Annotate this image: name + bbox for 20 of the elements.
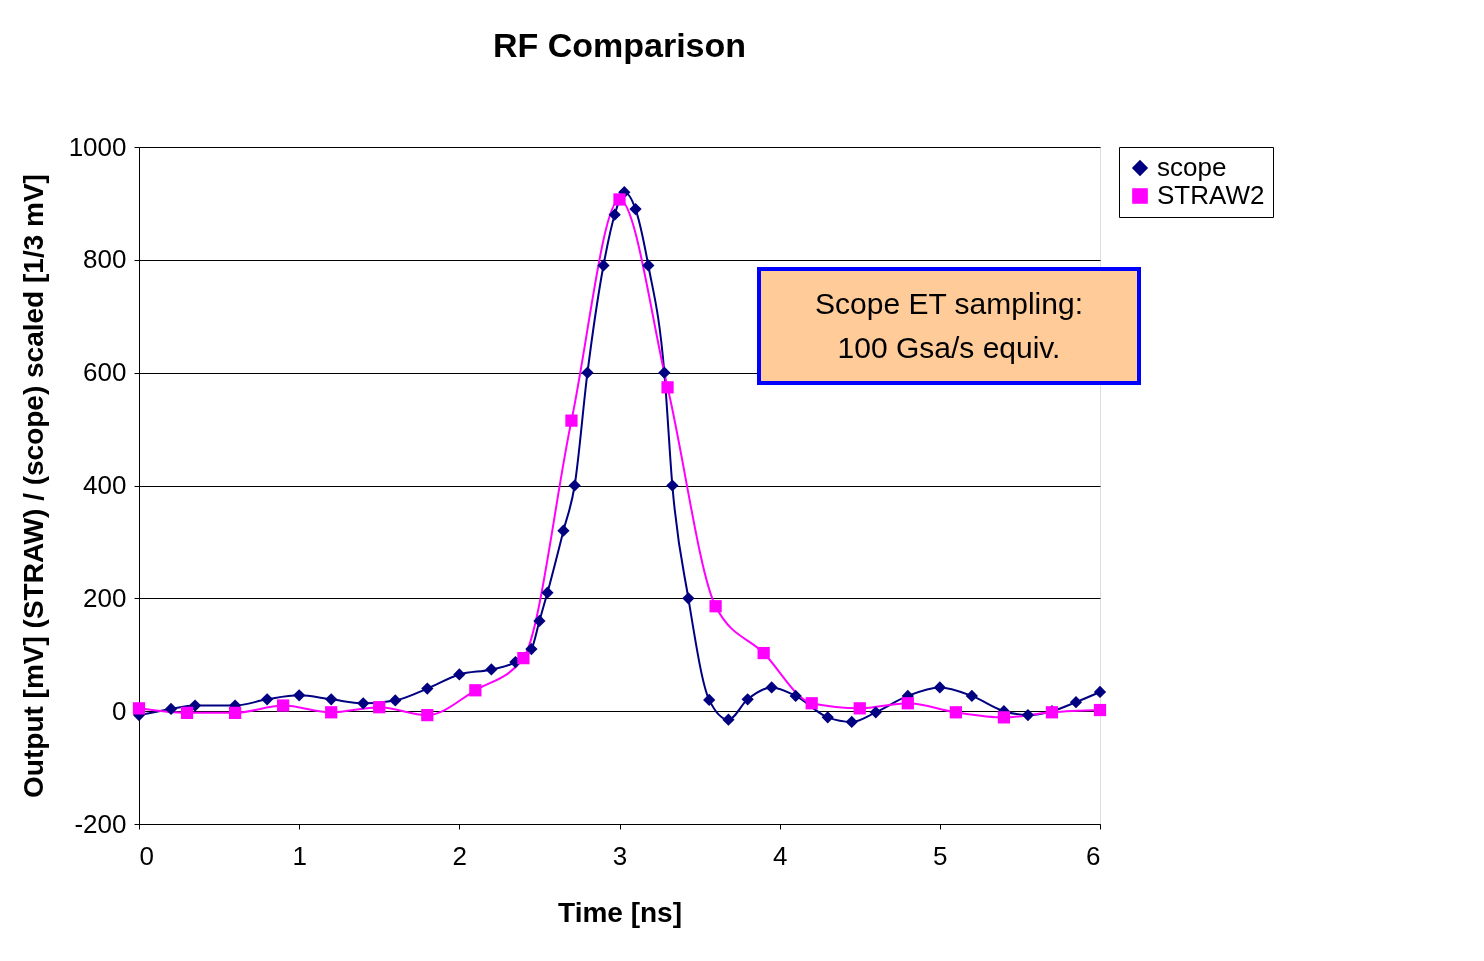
x-tick-label: 5 [933,840,948,871]
x-tick-label: 0 [139,840,154,871]
chart-title: RF Comparison [492,26,747,64]
y-tick-label: 200 [83,582,127,613]
y-axis-title: Output [mV] (STRAW) / (scope) scaled [1/3 mV] [17,174,49,798]
x-tick-label: 1 [292,840,307,871]
x-tick-label: 6 [1086,840,1101,871]
y-tick-label: 1000 [68,131,127,162]
y-tick-label: 0 [112,695,127,726]
y-tick-label: -200 [74,808,127,839]
y-tick-label: 400 [83,470,127,500]
x-tick-label: 3 [612,840,628,871]
x-tick-label: 2 [452,840,468,871]
legend-label: STRAW2 [1157,180,1265,210]
x-axis-title: Time [ns] [558,896,682,928]
annotation: Scope ET sampling: 100 Gsa/s equiv. [815,287,1083,364]
y-tick-label: 800 [83,244,127,275]
x-tick-label: 4 [772,840,788,871]
legend-label: scope [1157,152,1227,182]
y-tick-label: 600 [83,357,127,388]
